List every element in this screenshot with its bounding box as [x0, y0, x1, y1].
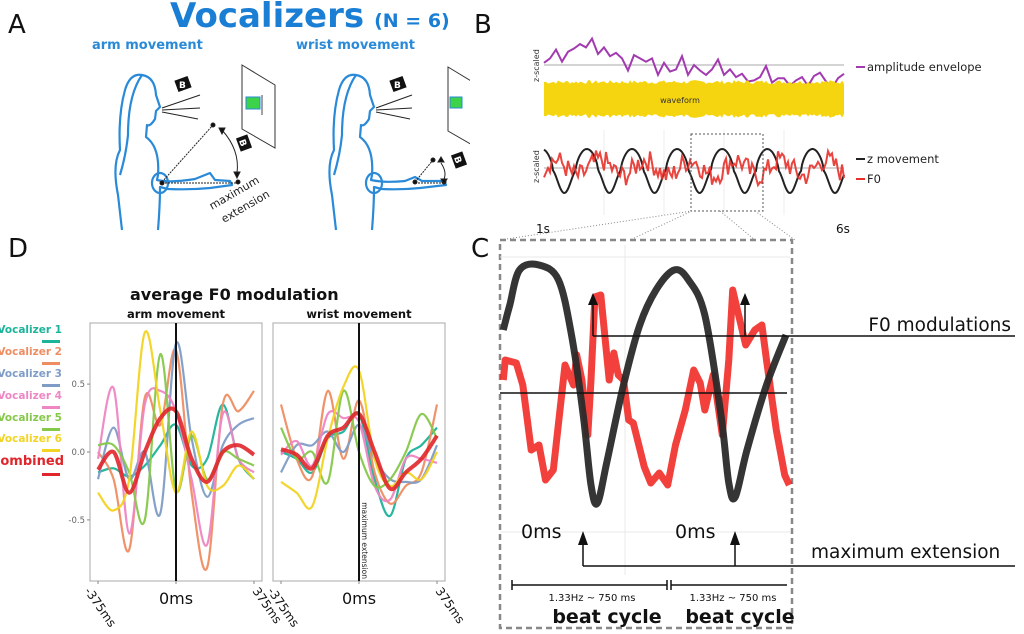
x-tick-label-end: 375ms	[433, 585, 468, 627]
b-legend-z-movement: z movement	[856, 152, 939, 166]
panel-d-legend: Vocalizer 1 Vocalizer 2 Vocalizer 3 Voca…	[0, 320, 64, 480]
wrist-subplot-title: wrist movement	[306, 307, 412, 321]
legend-combined: combined	[0, 454, 64, 469]
b-legend-f0: F0	[856, 172, 881, 186]
amplitude-envelope-line	[543, 36, 845, 90]
panel-letter-c: C	[471, 234, 490, 264]
panel-b-chart: z-scaled z-scaled waveform amplitude env…	[532, 36, 982, 236]
max-ext-arrow-1	[578, 531, 588, 545]
zero-ms-label-2: 0ms	[675, 521, 716, 543]
legend-swatch-4	[42, 406, 60, 409]
series-line-vocalizer-6	[97, 330, 255, 512]
legend-swatch-2	[42, 362, 60, 365]
svg-text:B: B	[179, 81, 186, 91]
panel-d-chart: arm movement 0.5 0.0 -0.5 -375ms 0ms 375ms wri…	[68, 307, 468, 630]
title-text: Vocalizers	[170, 0, 365, 36]
svg-text:amplitude envelope: amplitude envelope	[867, 60, 982, 74]
legend-vocalizer-4: Vocalizer 4	[0, 390, 62, 402]
zero-ms-label-1: 0ms	[521, 521, 562, 543]
figure-title: Vocalizers (N = 6)	[170, 0, 450, 36]
screen-arm	[241, 64, 276, 149]
x-tick-label-zero: 0ms	[342, 589, 376, 608]
y-tick-label: -0.5	[68, 516, 85, 526]
f0-mod-arrow-2	[740, 293, 750, 305]
person-wrist-figure	[328, 73, 448, 231]
f0-line	[543, 147, 845, 188]
panel-b-ylabel-bottom: z-scaled	[532, 150, 541, 183]
svg-text:B: B	[451, 155, 463, 165]
panel-c-chart: F0 modulations maximum extension 0ms 0ms…	[498, 238, 1015, 630]
zoom-region-box	[690, 133, 764, 212]
x-tick-label-start: -375ms	[82, 585, 119, 630]
legend-vocalizer-2: Vocalizer 2	[0, 346, 62, 358]
wrist-movement-arc	[412, 156, 448, 185]
cycle-freq-1: 1.33Hz ~ 750 ms	[549, 593, 636, 604]
speech-lines-arm	[161, 94, 201, 120]
panel-letter-b: B	[474, 10, 492, 40]
y-tick-label: 0.0	[71, 448, 85, 458]
panel-letter-a: A	[8, 10, 26, 40]
panel-d-title: average F0 modulation	[130, 285, 339, 304]
svg-text:z movement: z movement	[867, 152, 939, 166]
cycle-freq-2: 1.33Hz ~ 750 ms	[690, 593, 777, 604]
arm-movement-label: arm movement	[92, 38, 203, 53]
y-tick-label: 0.5	[71, 380, 85, 390]
legend-vocalizer-1: Vocalizer 1	[0, 324, 62, 336]
beat-cycle-bracket-2	[670, 580, 787, 590]
b-legend-amplitude: amplitude envelope	[856, 60, 982, 74]
panel-b-ylabel-top: z-scaled	[532, 49, 541, 82]
b-x-end-label: 6s	[836, 222, 850, 236]
legend-vocalizer-5: Vocalizer 5	[0, 412, 62, 424]
max-ext-arrow-2	[730, 531, 740, 545]
legend-swatch-3	[42, 384, 60, 387]
speech-lines-wrist	[375, 94, 413, 120]
zoom-frame	[498, 238, 794, 630]
c-f0-line	[499, 286, 793, 489]
panel-a-illustration: B B maximum extension B	[114, 64, 470, 231]
title-n: (N = 6)	[374, 10, 450, 32]
zoom-connector-lines	[499, 210, 796, 241]
beat-marker-wrist-motion: B	[450, 151, 468, 169]
waveform-area	[544, 80, 844, 118]
max-extension-vertical-label: maximum extension	[360, 502, 369, 579]
x-tick-label-zero: 0ms	[159, 589, 193, 608]
panel-letter-d: D	[8, 234, 29, 264]
f0-modulations-label: F0 modulations	[868, 315, 1011, 336]
beat-marker-arm-motion: B	[235, 134, 253, 152]
arm-subplot-title: arm movement	[127, 307, 226, 321]
beat-marker-arm-voice: B	[174, 75, 192, 93]
z-movement-line	[543, 147, 845, 195]
svg-text:B: B	[236, 138, 248, 148]
beat-marker-wrist-voice: B	[389, 75, 407, 93]
legend-vocalizer-3: Vocalizer 3	[0, 368, 62, 380]
c-z-movement-line	[499, 260, 790, 508]
beat-cycle-bracket-1	[511, 580, 668, 590]
wrist-movement-label: wrist movement	[296, 38, 415, 53]
beat-cycle-label-2: beat cycle	[685, 606, 794, 628]
arm-movement-arc	[159, 122, 241, 186]
waveform-label: waveform	[660, 96, 700, 105]
legend-swatch-combined	[42, 473, 60, 476]
svg-text:B: B	[394, 81, 401, 91]
legend-swatch-5	[42, 428, 60, 431]
legend-vocalizer-6: Vocalizer 6	[0, 433, 62, 445]
screen-wrist	[447, 66, 470, 145]
legend-swatch-6	[42, 449, 60, 452]
svg-text:F0: F0	[867, 172, 881, 186]
max-extension-label: maximum extension	[811, 542, 1000, 563]
beat-cycle-label-1: beat cycle	[552, 606, 661, 628]
legend-swatch-1	[42, 340, 60, 343]
f0-mod-arrow-1	[588, 293, 598, 305]
